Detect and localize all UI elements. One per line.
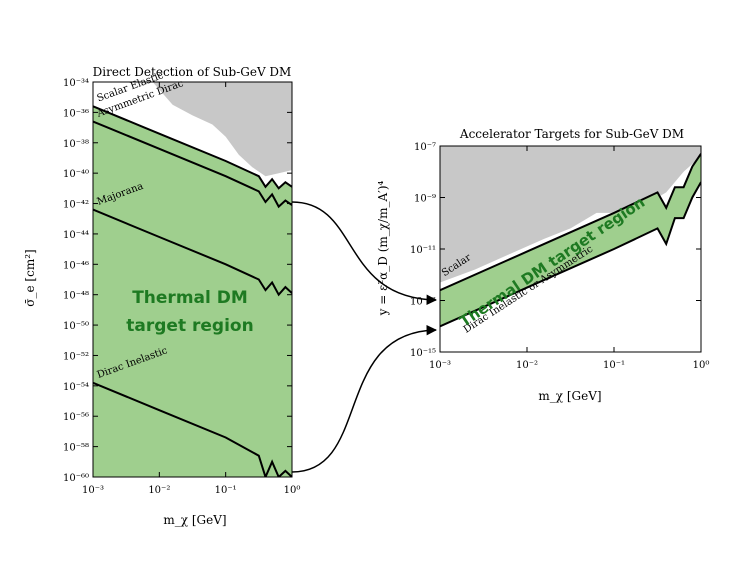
left-band-label-line2: target region bbox=[126, 316, 253, 336]
right-y-tick-label: 10⁻¹³ bbox=[410, 297, 436, 308]
left-chart: Direct Detection of Sub-GeV DM 10⁻³ 10⁻² 1… bbox=[23, 65, 300, 527]
left-thermal-band bbox=[93, 106, 292, 477]
left-y-axis-label: σ̄_e [cm²] bbox=[23, 249, 37, 306]
left-y-tick-label: 10⁻⁵⁰ bbox=[63, 321, 89, 332]
right-title: Accelerator Targets for Sub-GeV DM bbox=[459, 127, 684, 141]
right-thermal-band bbox=[440, 153, 701, 327]
right-series-line-1 bbox=[440, 181, 701, 328]
arrow-bottom bbox=[291, 324, 438, 473]
left-y-tick-label: 10⁻⁴⁶ bbox=[63, 260, 89, 271]
left-excluded-region bbox=[152, 82, 292, 177]
left-title: Direct Detection of Sub-GeV DM bbox=[93, 65, 292, 79]
right-y-tick-label: 10⁻⁷ bbox=[414, 142, 436, 153]
right-y-tick-label: 10⁻¹¹ bbox=[410, 245, 436, 256]
left-y-tick-label: 10⁻⁴² bbox=[63, 200, 89, 211]
right-y-tick-label: 10⁻⁹ bbox=[414, 194, 436, 205]
left-band-label-line1: Thermal DM bbox=[132, 288, 248, 308]
left-y-tick-label: 10⁻⁵² bbox=[63, 351, 89, 362]
left-y-tick-label: 10⁻³⁸ bbox=[63, 139, 89, 150]
right-series-line-0 bbox=[440, 153, 701, 292]
right-y-axis-label: y = ε²α_D (m_χ/m_A′)⁴ bbox=[376, 180, 390, 316]
right-x-tick-label: 10⁻² bbox=[516, 360, 538, 371]
right-x-axis-label: m_χ [GeV] bbox=[538, 389, 601, 403]
left-y-tick-label: 10⁻⁵⁸ bbox=[63, 443, 89, 454]
left-x-tick-label: 10⁻¹ bbox=[215, 485, 237, 496]
left-y-tick-label: 10⁻⁵⁶ bbox=[63, 412, 89, 423]
left-x-tick-label: 10⁻³ bbox=[82, 485, 104, 496]
left-plot-frame bbox=[92, 81, 293, 478]
right-y-tick-label: 10⁻¹⁵ bbox=[410, 348, 436, 359]
left-y-tick-label: 10⁻³⁴ bbox=[63, 78, 89, 89]
right-excluded-region bbox=[440, 146, 701, 283]
left-series-line-2 bbox=[93, 208, 292, 297]
right-x-tick-label: 10⁻¹ bbox=[603, 360, 625, 371]
left-series-line-1 bbox=[93, 120, 292, 209]
right-x-tick-label: 10⁰ bbox=[693, 360, 710, 371]
left-series-line-0 bbox=[93, 105, 292, 190]
right-x-tick-label: 10⁻³ bbox=[429, 360, 451, 371]
right-chart: Accelerator Targets for Sub-GeV DM 10⁻³ 1… bbox=[376, 127, 709, 403]
left-y-tick-label: 10⁻⁶⁰ bbox=[63, 473, 89, 484]
left-y-tick-label: 10⁻³⁶ bbox=[63, 108, 89, 119]
left-series-line-3 bbox=[93, 381, 292, 477]
left-x-tick-label: 10⁻² bbox=[148, 485, 170, 496]
left-x-tick-label: 10⁰ bbox=[284, 485, 301, 496]
left-y-tick-label: 10⁻⁵⁴ bbox=[63, 382, 89, 393]
left-y-tick-label: 10⁻⁴⁴ bbox=[63, 230, 89, 241]
left-y-tick-label: 10⁻⁴⁰ bbox=[63, 169, 89, 180]
left-y-tick-label: 10⁻⁴⁸ bbox=[63, 291, 89, 302]
arrow-top bbox=[291, 201, 438, 306]
left-x-axis-label: m_χ [GeV] bbox=[163, 513, 226, 527]
